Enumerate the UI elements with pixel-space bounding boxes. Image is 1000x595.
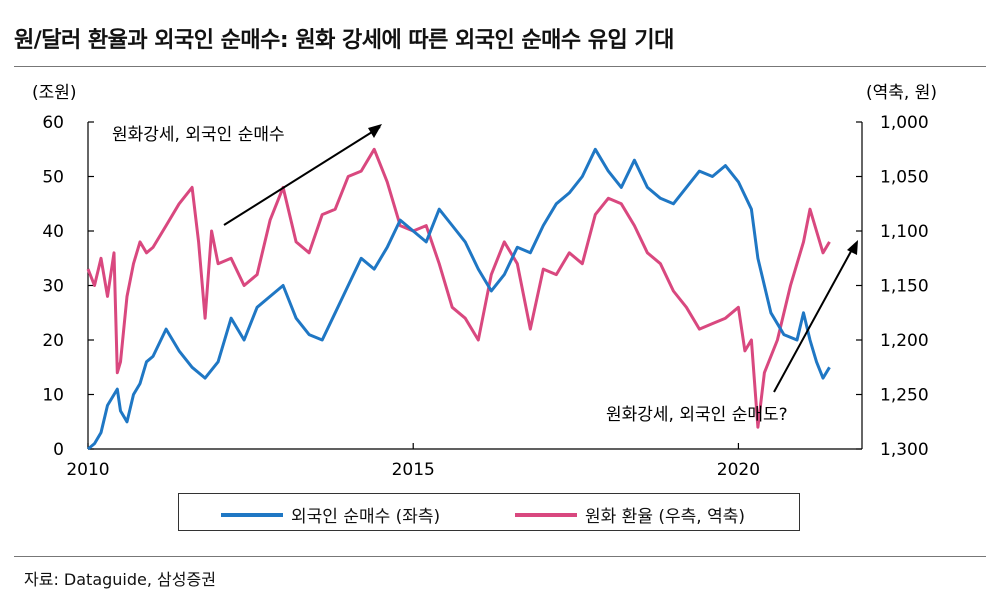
- right-tick-label: 1,200: [880, 331, 929, 351]
- right-tick-label: 1,150: [880, 277, 929, 297]
- legend-item-foreign: 외국인 순매수 (좌측): [221, 502, 440, 527]
- left-tick-label: 10: [42, 386, 64, 406]
- annotation-arrow-1: [223, 126, 381, 226]
- legend: 외국인 순매수 (좌측) 원화 환율 (우측, 역축): [178, 493, 800, 531]
- left-tick-label: 30: [42, 277, 64, 297]
- legend-label-fx: 원화 환율 (우측, 역축): [585, 507, 745, 527]
- series-line-foreign-net-buying: [87, 147, 831, 451]
- arrow-head-2: [847, 240, 858, 255]
- bottom-rule: [14, 556, 986, 557]
- series-layer: [86, 147, 831, 451]
- series-line-won-dollar-rate: [86, 147, 831, 429]
- right-axis-unit: (역축, 원): [866, 83, 937, 103]
- left-axis-unit: (조원): [32, 83, 77, 103]
- arrow-head-1: [368, 124, 382, 138]
- x-tick-label: 2010: [66, 460, 109, 480]
- right-tick-label: 1,250: [880, 386, 929, 406]
- top-rule: [14, 66, 986, 67]
- left-tick-label: 40: [42, 222, 64, 242]
- chart-title: 원/달러 환율과 외국인 순매수: 원화 강세에 따른 외국인 순매수 유입 기…: [14, 28, 674, 53]
- annotation-label-1: 원화강세, 외국인 순매수: [112, 125, 285, 145]
- annotation-label-2: 원화강세, 외국인 순매도?: [606, 405, 788, 425]
- legend-swatch-foreign: [221, 512, 283, 517]
- right-tick-label: 1,100: [880, 222, 929, 242]
- annotation-arrow-2: [773, 243, 856, 393]
- ticks: 0 10 20 30 40 50 60 1,000 1,050 1,100 1,150 1,200 1,…: [42, 113, 928, 480]
- left-tick-label: 60: [42, 113, 64, 133]
- left-tick-label: 0: [53, 440, 64, 460]
- source-note: 자료: Dataguide, 삼성증권: [24, 570, 216, 589]
- legend-swatch-fx: [515, 512, 577, 517]
- legend-item-fx: 원화 환율 (우측, 역축): [515, 502, 745, 527]
- left-tick-label: 20: [42, 331, 64, 351]
- axes: [87, 122, 863, 450]
- right-tick-label: 1,050: [880, 168, 929, 188]
- annotation-layer: 원화강세, 외국인 순매수 원화강세, 외국인 순매도?: [112, 124, 858, 425]
- legend-label-foreign: 외국인 순매수 (좌측): [291, 507, 441, 527]
- x-tick-label: 2015: [392, 460, 435, 480]
- right-tick-label: 1,000: [880, 113, 929, 133]
- left-tick-label: 50: [42, 168, 64, 188]
- x-tick-label: 2020: [717, 460, 760, 480]
- right-tick-label: 1,300: [880, 440, 929, 460]
